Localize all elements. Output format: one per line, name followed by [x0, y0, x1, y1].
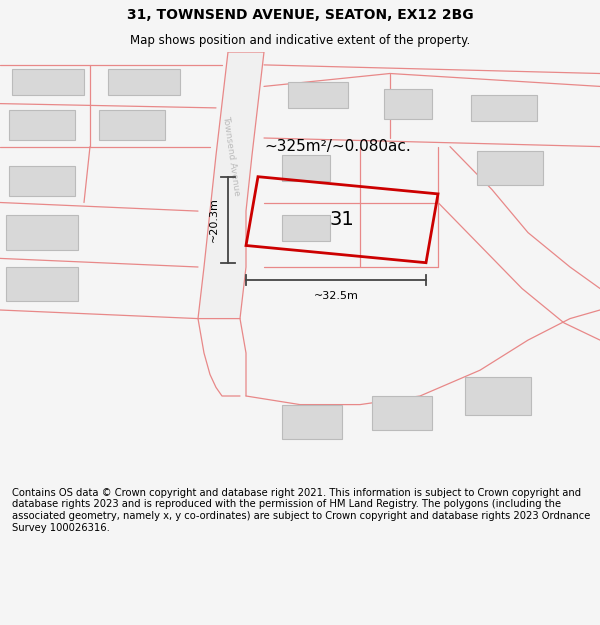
Polygon shape — [288, 82, 348, 108]
Polygon shape — [477, 151, 543, 185]
Polygon shape — [471, 95, 537, 121]
Text: Map shows position and indicative extent of the property.: Map shows position and indicative extent… — [130, 34, 470, 47]
Text: 31: 31 — [329, 210, 355, 229]
Polygon shape — [282, 216, 330, 241]
Polygon shape — [465, 377, 531, 416]
Polygon shape — [108, 69, 180, 95]
Polygon shape — [9, 166, 75, 196]
Polygon shape — [372, 396, 432, 431]
Text: ~325m²/~0.080ac.: ~325m²/~0.080ac. — [264, 139, 411, 154]
Polygon shape — [282, 404, 342, 439]
Text: Townsend Avenue: Townsend Avenue — [221, 114, 241, 196]
Text: ~32.5m: ~32.5m — [314, 291, 358, 301]
Text: ~20.3m: ~20.3m — [209, 198, 219, 242]
Polygon shape — [6, 216, 78, 250]
Text: 31, TOWNSEND AVENUE, SEATON, EX12 2BG: 31, TOWNSEND AVENUE, SEATON, EX12 2BG — [127, 8, 473, 21]
Polygon shape — [99, 110, 165, 140]
Text: Contains OS data © Crown copyright and database right 2021. This information is : Contains OS data © Crown copyright and d… — [12, 488, 590, 532]
Polygon shape — [282, 155, 330, 181]
Polygon shape — [12, 69, 84, 95]
Polygon shape — [6, 267, 78, 301]
Polygon shape — [384, 89, 432, 119]
Polygon shape — [9, 110, 75, 140]
Polygon shape — [198, 52, 264, 319]
